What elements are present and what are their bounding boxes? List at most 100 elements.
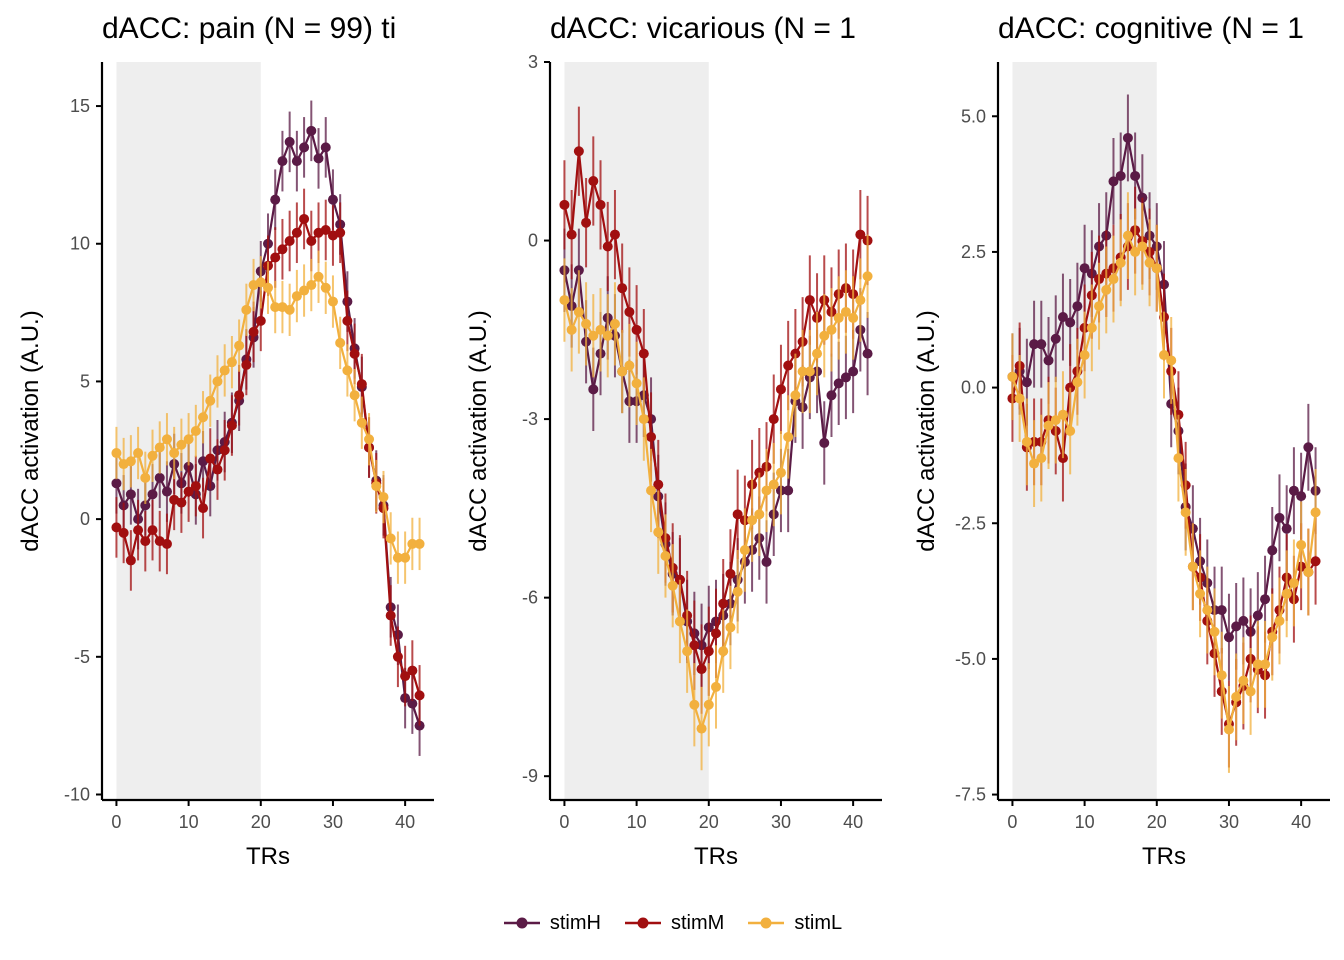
data-point xyxy=(306,280,317,291)
data-point xyxy=(299,142,310,153)
legend-label-stimH: stimH xyxy=(549,911,601,934)
data-point xyxy=(205,453,216,464)
data-point xyxy=(1065,317,1076,328)
data-point xyxy=(703,699,714,710)
data-point xyxy=(833,312,844,323)
data-point xyxy=(581,217,592,228)
data-point xyxy=(1043,420,1054,431)
data-point xyxy=(1108,176,1119,187)
data-point xyxy=(161,538,172,549)
data-point xyxy=(190,481,201,492)
data-point xyxy=(111,448,122,459)
y-tick-label: 2.5 xyxy=(961,242,986,262)
data-point xyxy=(1122,132,1133,143)
data-point xyxy=(140,472,151,483)
data-point xyxy=(1151,263,1162,274)
data-point xyxy=(848,312,859,323)
data-point xyxy=(313,153,324,164)
series-stimM xyxy=(111,188,425,726)
data-point xyxy=(1288,485,1299,496)
x-tick-label: 20 xyxy=(699,812,719,832)
data-point xyxy=(689,640,700,651)
data-point xyxy=(385,610,396,621)
data-point xyxy=(205,395,216,406)
data-point xyxy=(270,194,281,205)
data-point xyxy=(1274,512,1285,523)
data-point xyxy=(1079,350,1090,361)
data-point xyxy=(291,291,302,302)
y-tick-label: 5.0 xyxy=(961,106,986,126)
data-point xyxy=(1303,442,1314,453)
x-tick-label: 20 xyxy=(1147,812,1167,832)
y-tick-label: 0.0 xyxy=(961,378,986,398)
data-point xyxy=(653,479,664,490)
data-point xyxy=(783,360,794,371)
data-point xyxy=(263,282,273,293)
data-point xyxy=(320,142,331,153)
data-point xyxy=(291,156,302,167)
legend-item-stimL: stimL xyxy=(746,912,842,935)
y-axis-title: dACC activation (A.U.) xyxy=(913,310,940,551)
chart-title: dACC: pain (N = 99) ti xyxy=(102,12,396,45)
y-tick-label: 0 xyxy=(80,509,90,529)
data-point xyxy=(602,330,613,341)
data-point xyxy=(1159,350,1169,361)
data-point xyxy=(674,616,685,627)
data-point xyxy=(718,598,729,609)
plot-area xyxy=(111,100,425,756)
data-point xyxy=(1202,605,1213,616)
data-point xyxy=(1065,426,1076,436)
data-point xyxy=(862,348,873,359)
data-point xyxy=(414,538,425,549)
data-point xyxy=(1007,371,1018,382)
x-tick-label: 0 xyxy=(559,812,569,832)
data-point xyxy=(147,525,158,536)
data-point xyxy=(219,365,230,376)
data-point xyxy=(609,318,620,329)
x-tick-label: 40 xyxy=(1291,812,1311,832)
data-point xyxy=(414,690,425,701)
data-point xyxy=(133,525,144,536)
data-point xyxy=(234,340,245,351)
data-point xyxy=(1296,491,1307,502)
y-tick-label: 10 xyxy=(70,234,90,254)
data-point xyxy=(638,414,649,425)
data-point xyxy=(1260,659,1271,670)
legend: stimH stimM stimL xyxy=(0,905,1344,941)
data-point xyxy=(660,550,671,561)
data-point xyxy=(111,478,122,489)
data-point xyxy=(833,378,844,389)
x-tick-label: 10 xyxy=(1075,812,1095,832)
data-point xyxy=(1101,284,1112,295)
y-tick-label: -2.5 xyxy=(955,513,986,533)
data-point xyxy=(198,412,209,423)
data-point xyxy=(775,467,786,478)
data-point xyxy=(335,227,346,238)
data-point xyxy=(327,296,338,307)
data-point xyxy=(198,503,209,514)
data-point xyxy=(1036,453,1047,464)
data-point xyxy=(306,125,317,136)
data-point xyxy=(638,348,649,359)
data-point xyxy=(566,229,577,240)
data-point xyxy=(1130,246,1141,257)
data-point xyxy=(407,698,418,709)
data-point xyxy=(581,318,592,329)
data-point xyxy=(140,500,151,511)
data-point xyxy=(320,282,331,293)
data-point xyxy=(226,357,237,368)
data-point xyxy=(783,485,794,496)
data-point xyxy=(804,295,815,306)
data-point xyxy=(392,651,403,662)
data-point xyxy=(1216,670,1227,681)
data-point xyxy=(400,552,411,563)
data-point xyxy=(826,324,837,335)
data-point xyxy=(848,366,859,377)
data-point xyxy=(725,568,736,579)
legend-key-stimM xyxy=(624,917,661,929)
data-point xyxy=(559,199,570,210)
data-point xyxy=(1260,594,1271,605)
data-point xyxy=(226,420,237,431)
data-point xyxy=(1231,621,1242,632)
data-point xyxy=(385,533,396,544)
